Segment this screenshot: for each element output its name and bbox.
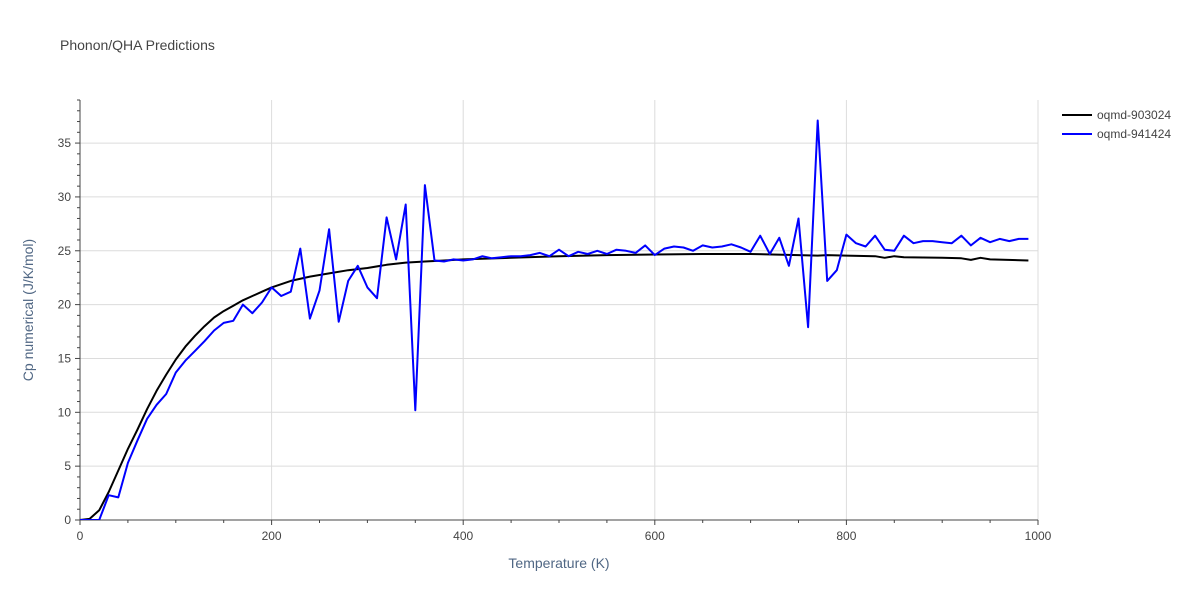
axes: 0 200 400 600 800 1000 0 5 10 15 20 25 30 35 bbox=[58, 99, 1052, 543]
x-tick-label: 400 bbox=[453, 529, 473, 543]
y-tick-label: 35 bbox=[58, 136, 72, 150]
x-tick-label: 1000 bbox=[1025, 529, 1052, 543]
x-tick-label: 0 bbox=[77, 529, 84, 543]
y-tick-label: 0 bbox=[64, 513, 71, 527]
y-tick-label: 25 bbox=[58, 244, 72, 258]
x-axis-title: Temperature (K) bbox=[508, 555, 609, 571]
legend-item-oqmd-903024[interactable]: oqmd-903024 bbox=[1062, 108, 1171, 122]
legend[interactable]: oqmd-903024 oqmd-941424 bbox=[1062, 108, 1171, 141]
chart-title: Phonon/QHA Predictions bbox=[60, 37, 215, 53]
series-line-oqmd-903024 bbox=[80, 253, 1029, 520]
gridlines bbox=[80, 100, 1039, 520]
y-tick-label: 30 bbox=[58, 190, 72, 204]
y-tick-label: 15 bbox=[58, 351, 72, 365]
legend-label: oqmd-903024 bbox=[1097, 108, 1171, 122]
legend-item-oqmd-941424[interactable]: oqmd-941424 bbox=[1062, 127, 1171, 141]
x-tick-label: 200 bbox=[262, 529, 282, 543]
y-axis-title: Cp numerical (J/K/mol) bbox=[20, 239, 36, 381]
plot-area bbox=[80, 119, 1029, 520]
series-line-oqmd-941424 bbox=[80, 119, 1029, 520]
x-tick-label: 600 bbox=[645, 529, 665, 543]
legend-label: oqmd-941424 bbox=[1097, 127, 1171, 141]
x-tick-label: 800 bbox=[836, 529, 856, 543]
y-tick-label: 10 bbox=[58, 405, 72, 419]
y-tick-label: 5 bbox=[64, 459, 71, 473]
y-tick-label: 20 bbox=[58, 298, 72, 312]
